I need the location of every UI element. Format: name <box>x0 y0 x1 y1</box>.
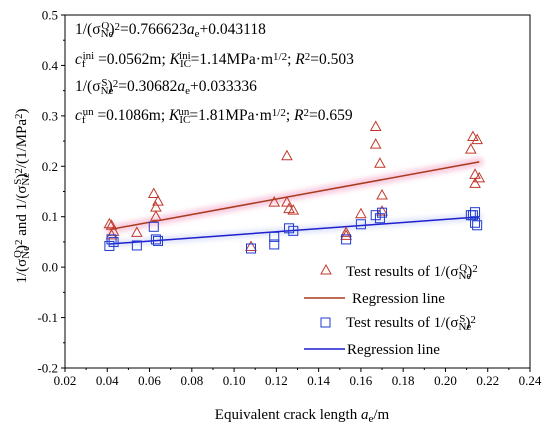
s-data-point <box>108 236 119 247</box>
legend-label-q-test: Test results of 1/(σNeQ)2 <box>346 262 478 282</box>
legend-item-s-test: Test results of 1/(σNeS)2 <box>320 313 476 333</box>
y-axis-title: 1/(σNeQ)2 and 1/(σNeS)2/(1/MPa2) <box>12 108 32 283</box>
regression-line-s <box>109 216 480 245</box>
q-data-point <box>473 171 486 183</box>
legend-item-q-regression: Regression line <box>304 291 445 307</box>
equation-annotations: 1/(σNeQ)2=0.766623ae+0.043118 cfini =0.0… <box>75 20 354 126</box>
y-tick-label: 0.5 <box>42 8 58 23</box>
q-data-point <box>369 138 382 149</box>
y-tick-label: -0.2 <box>37 361 58 376</box>
q-data-point <box>131 226 143 237</box>
q-data-point <box>287 204 300 215</box>
x-tick-label: 0.24 <box>519 373 542 388</box>
q-data-point <box>355 207 367 219</box>
s-data-point <box>355 219 366 230</box>
y-tick-label: 0.4 <box>42 58 59 73</box>
legend-item-s-regression: Regression line <box>304 342 440 358</box>
q-data-point <box>105 228 118 240</box>
x-tick-label: 0.20 <box>434 373 457 388</box>
regression-line-q <box>109 161 480 231</box>
q-data-point <box>464 143 477 154</box>
s-data-point <box>472 220 483 231</box>
legend-item-q-test: Test results of 1/(σNeQ)2 <box>320 262 478 282</box>
annotation-line-4: cfun =0.1086m; KICun=1.81MPa·m1/2; R2=0.… <box>75 106 353 127</box>
x-tick-label: 0.06 <box>138 373 161 388</box>
q-data-point <box>340 226 352 237</box>
tick-group: 0.02 0.04 0.06 0.08 0.10 0.12 0.14 0.16 0.18 0.20… <box>37 8 541 389</box>
x-tick-label: 0.10 <box>223 373 246 388</box>
annotation-line-3: 1/(σNeS)2=0.30682ae+0.033336 <box>75 77 257 97</box>
s-data-point <box>148 221 159 232</box>
annotation-line-2: cfini =0.0562m; KICini=1.14MPa·m1/2; R2=… <box>75 50 354 71</box>
y-tick-label: 0.3 <box>42 108 58 123</box>
x-tick-label: 0.22 <box>476 373 499 388</box>
x-tick-label: 0.08 <box>180 373 203 388</box>
x-tick-label: 0.18 <box>392 373 415 388</box>
legend-label-q-regression: Regression line <box>352 291 445 307</box>
s-data-point <box>269 239 280 250</box>
s-data-point <box>341 234 352 245</box>
q-data-point <box>374 157 386 168</box>
svg-text:1/(σNeQ)2 and 1/(σNeS)2/(1/MPa: 1/(σNeQ)2 and 1/(σNeS)2/(1/MPa2) <box>12 108 32 283</box>
s-data-point <box>467 210 478 221</box>
legend: Test results of 1/(σNeQ)2 Regression lin… <box>304 262 478 358</box>
x-axis-title: Equivalent crack length ae/m <box>215 407 390 425</box>
regression-lines <box>109 161 480 245</box>
annotation-line-1: 1/(σNeQ)2=0.766623ae+0.043118 <box>75 20 266 40</box>
x-tick-label: 0.02 <box>54 373 77 388</box>
q-data-point <box>467 130 479 142</box>
s-data-point <box>377 207 388 218</box>
y-tick-label: 0.1 <box>42 209 58 224</box>
q-data-point <box>281 196 293 207</box>
q-data-point <box>103 217 116 229</box>
q-data-point <box>281 149 293 161</box>
y-tick-label: 0.0 <box>42 260 58 275</box>
q-data-point <box>268 196 281 207</box>
x-tick-label: 0.14 <box>307 373 330 388</box>
y-tick-label: 0.2 <box>42 159 58 174</box>
legend-label-s-test: Test results of 1/(σNeS)2 <box>346 313 476 333</box>
s-data-point <box>153 235 163 246</box>
q-data-point <box>471 133 484 145</box>
s-data-point <box>150 234 161 245</box>
q-data-point <box>147 187 160 199</box>
q-data-point <box>376 189 388 200</box>
x-tick-label: 0.12 <box>265 373 288 388</box>
s-data-point <box>246 243 256 254</box>
q-data-point <box>469 177 481 188</box>
s-data-point <box>269 231 280 242</box>
q-data-point <box>245 240 257 251</box>
y-tick-label: -0.1 <box>37 310 58 325</box>
x-tick-label: 0.04 <box>96 373 119 388</box>
legend-triangle-marker <box>320 263 332 275</box>
legend-square-marker <box>320 317 331 328</box>
q-data-point <box>152 195 164 206</box>
s-data-point <box>374 213 385 224</box>
q-data-point <box>369 120 382 131</box>
x-tick-label: 0.16 <box>350 373 373 388</box>
s-data-point <box>470 207 481 218</box>
s-data-point <box>288 225 299 236</box>
s-data-point <box>106 234 117 245</box>
markers-group <box>103 120 486 254</box>
s-data-point <box>470 217 481 228</box>
q-data-point <box>150 210 162 221</box>
legend-label-s-regression: Regression line <box>347 342 440 358</box>
s-data-point <box>131 240 142 251</box>
